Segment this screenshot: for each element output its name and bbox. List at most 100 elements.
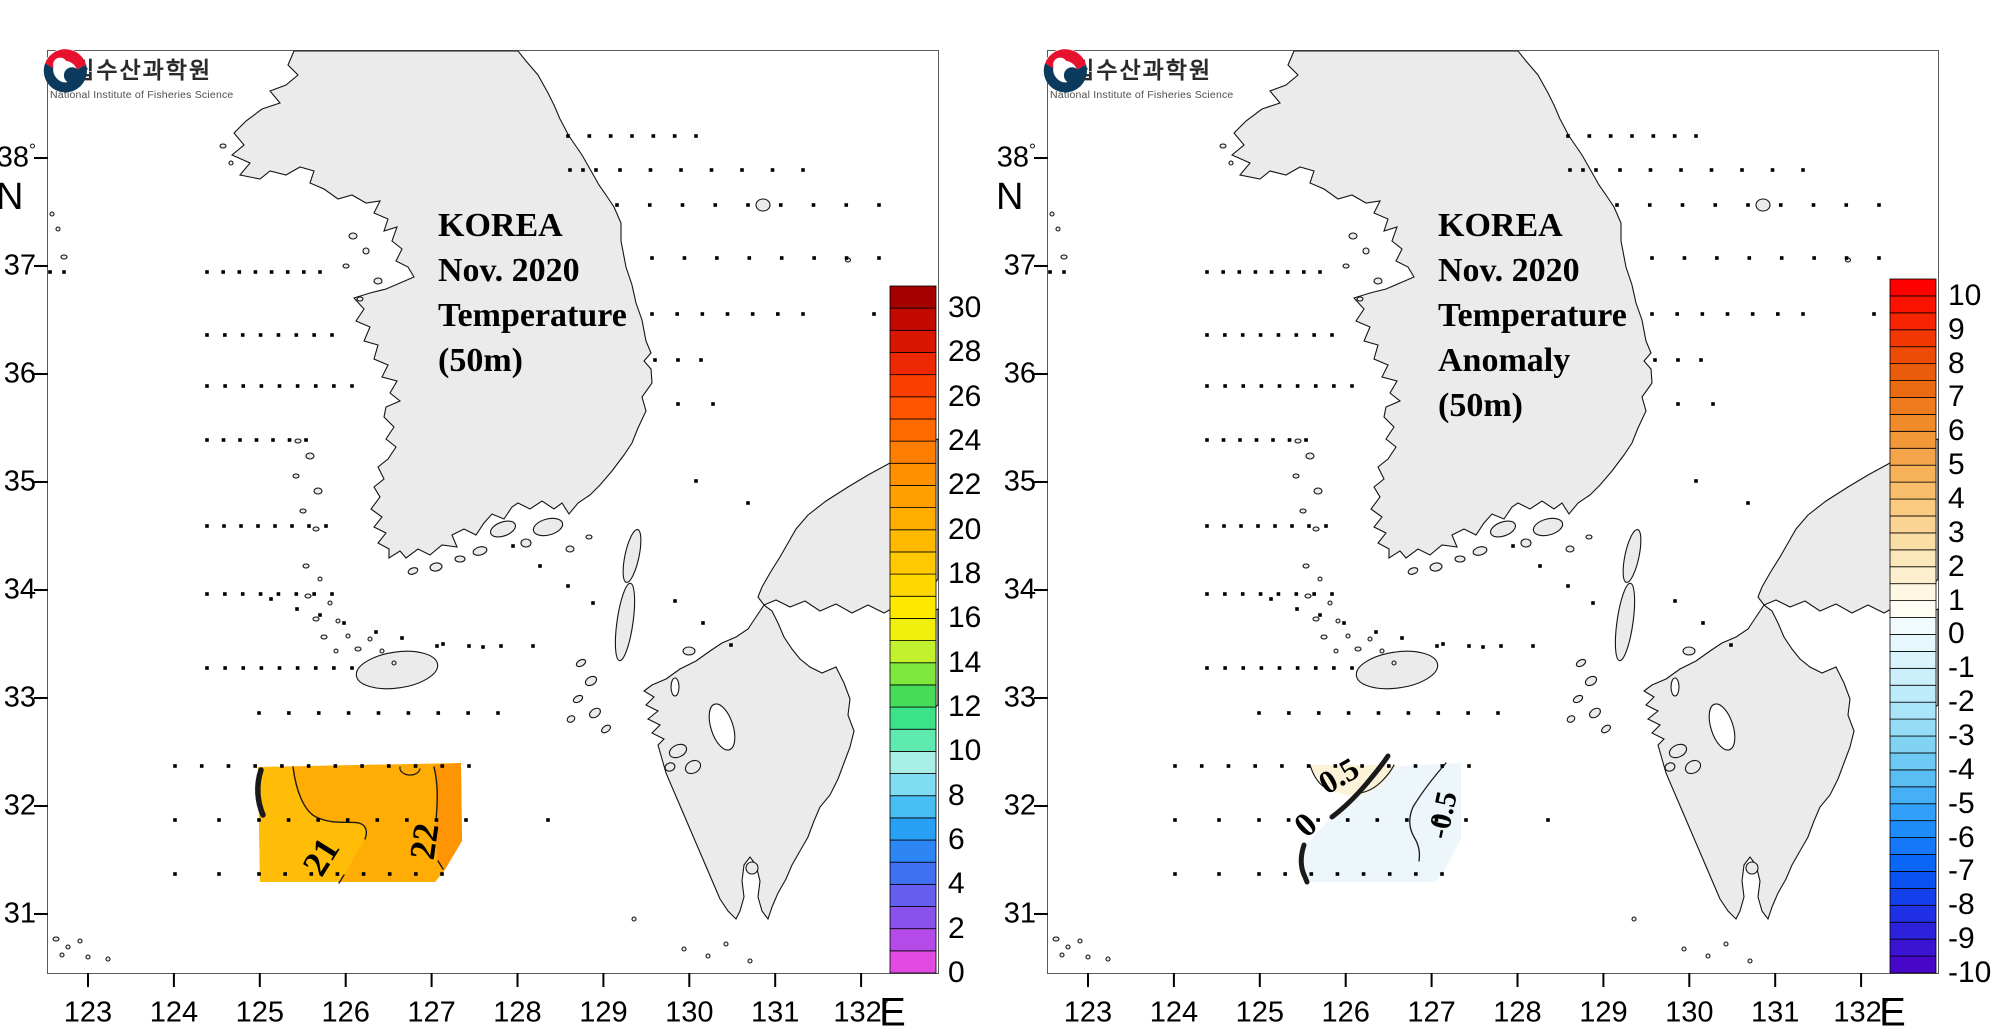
lat-tick-label: 31 bbox=[3, 897, 36, 930]
island bbox=[1745, 861, 1759, 875]
station-dot bbox=[1221, 270, 1225, 274]
colorbar-cell bbox=[889, 396, 937, 420]
nifs-logo-mark bbox=[43, 48, 87, 93]
station-dot bbox=[335, 872, 340, 876]
island bbox=[354, 646, 362, 652]
contour-line bbox=[1359, 764, 1395, 794]
colorbar-cell bbox=[1889, 414, 1937, 432]
colorbar-tick-label: 22 bbox=[948, 468, 982, 502]
station-dot bbox=[568, 168, 572, 172]
station-dot bbox=[566, 134, 570, 138]
station-dot bbox=[1306, 764, 1311, 768]
station-dot bbox=[1205, 384, 1209, 388]
lon-tick-label: 124 bbox=[1149, 996, 1199, 1029]
station-dot bbox=[481, 645, 485, 649]
island bbox=[1566, 715, 1576, 723]
station-dot bbox=[1434, 818, 1439, 822]
station-dot bbox=[295, 666, 300, 670]
station-dot bbox=[434, 818, 439, 822]
lon-tick-label: 123 bbox=[1063, 996, 1113, 1029]
lat-tick-label: 35 bbox=[3, 465, 36, 498]
station-dot bbox=[350, 666, 354, 670]
station-dot bbox=[1413, 764, 1418, 768]
island bbox=[1085, 954, 1091, 960]
station-dot bbox=[1405, 818, 1409, 822]
station-dot bbox=[257, 711, 261, 715]
station-dot bbox=[1651, 134, 1656, 138]
station-dot bbox=[1173, 818, 1177, 822]
colorbar-cell bbox=[1889, 938, 1937, 957]
station-dot bbox=[1581, 168, 1585, 172]
station-dot bbox=[1676, 358, 1680, 362]
colorbar-cell bbox=[889, 684, 937, 708]
station-dot bbox=[587, 134, 592, 138]
island bbox=[1755, 198, 1771, 212]
station-dots bbox=[1048, 134, 1881, 876]
lat-tick-label: 37 bbox=[1003, 249, 1036, 282]
island bbox=[490, 520, 516, 538]
station-dot bbox=[713, 203, 718, 207]
station-dot bbox=[1531, 644, 1535, 648]
station-dot bbox=[1237, 270, 1242, 274]
station-dot bbox=[1375, 818, 1380, 822]
island bbox=[601, 724, 611, 734]
station-dot bbox=[466, 711, 470, 715]
station-dot bbox=[1650, 256, 1654, 260]
station-dot bbox=[676, 402, 680, 406]
station-dot bbox=[285, 270, 290, 274]
island bbox=[682, 646, 696, 656]
station-dot bbox=[237, 270, 242, 274]
station-dot bbox=[1587, 134, 1592, 138]
island bbox=[622, 528, 642, 584]
station-dot bbox=[217, 818, 221, 822]
colorbar-cell bbox=[1889, 803, 1937, 822]
station-dot bbox=[217, 872, 221, 876]
station-dot bbox=[1360, 764, 1364, 768]
colorbar-cell bbox=[889, 906, 937, 930]
station-dot bbox=[205, 666, 209, 670]
island bbox=[520, 538, 532, 548]
colorbar-cell bbox=[1889, 329, 1937, 348]
map-title-left: KOREA Nov. 2020 Temperature (50m) bbox=[438, 203, 627, 383]
island bbox=[1345, 633, 1351, 639]
lon-tick-label: 129 bbox=[1579, 996, 1628, 1029]
island bbox=[1705, 953, 1711, 959]
island bbox=[1305, 452, 1315, 460]
station-dot bbox=[711, 402, 715, 406]
colorbar-tick-label: 4 bbox=[1948, 482, 1965, 516]
island bbox=[1747, 958, 1753, 964]
station-dot bbox=[1511, 544, 1515, 548]
colorbar-cell bbox=[1889, 600, 1937, 618]
station-dot bbox=[440, 872, 444, 876]
lon-tick-label: 126 bbox=[1321, 996, 1370, 1029]
station-dot bbox=[1283, 872, 1287, 876]
colorbar-cell bbox=[889, 440, 937, 464]
station-dot bbox=[239, 524, 243, 528]
station-dot bbox=[223, 666, 227, 670]
station-dot bbox=[330, 592, 334, 596]
station-dot bbox=[1680, 203, 1685, 207]
station-dot bbox=[1258, 592, 1263, 596]
station-dot bbox=[650, 312, 654, 316]
station-dot bbox=[1400, 636, 1404, 640]
colorbar-cell bbox=[889, 595, 937, 619]
colorbar-cell bbox=[889, 640, 937, 664]
inland-sea bbox=[670, 677, 680, 697]
station-dot bbox=[333, 764, 338, 768]
station-dot bbox=[778, 203, 783, 207]
colorbar-cell bbox=[1889, 566, 1937, 585]
contour-line bbox=[292, 766, 368, 840]
station-dot bbox=[531, 644, 535, 648]
korea-landmass bbox=[230, 50, 653, 560]
station-dot bbox=[546, 818, 550, 822]
station-dot bbox=[330, 333, 334, 337]
island bbox=[723, 941, 729, 947]
station-dot bbox=[1256, 524, 1260, 528]
island bbox=[1354, 646, 1362, 652]
station-dot bbox=[1750, 312, 1755, 316]
station-dot bbox=[173, 764, 177, 768]
map-title-line: Temperature bbox=[438, 297, 627, 334]
colorbar-cell bbox=[1889, 430, 1937, 449]
station-dot bbox=[1770, 168, 1775, 172]
colorbar-tick-label: 1 bbox=[1948, 583, 1965, 617]
